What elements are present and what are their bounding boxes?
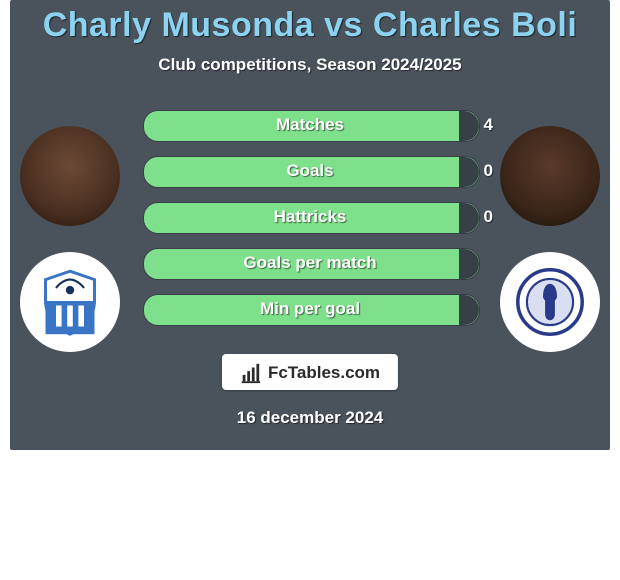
stat-pill-fill-right	[459, 111, 479, 141]
stat-pill-fill-right	[459, 157, 479, 187]
bar-chart-icon	[240, 362, 262, 384]
stat-row-hattricks: Hattricks 0	[143, 202, 478, 232]
stat-pill-fill-right	[459, 295, 479, 325]
subtitle: Club competitions, Season 2024/2025	[10, 55, 610, 75]
stat-pill-fill-right	[459, 249, 479, 279]
stat-pill	[143, 156, 480, 188]
stat-row-goals-per-match: Goals per match	[143, 248, 478, 278]
page-title: Charly Musonda vs Charles Boli	[10, 6, 610, 45]
stat-right-value: 0	[484, 202, 524, 232]
stat-row-matches: Matches 4	[143, 110, 478, 140]
stats-area: Matches 4 Goals 0 Hattricks 0 Goals per …	[10, 110, 610, 340]
stat-row-goals: Goals 0	[143, 156, 478, 186]
stat-row-min-per-goal: Min per goal	[143, 294, 478, 324]
site-badge[interactable]: FcTables.com	[222, 354, 398, 390]
site-name: FcTables.com	[268, 363, 380, 383]
stat-pill	[143, 110, 480, 142]
stat-right-value: 0	[484, 156, 524, 186]
stat-pill	[143, 294, 480, 326]
generated-date: 16 december 2024	[10, 408, 610, 428]
stat-pill-fill-right	[459, 203, 479, 233]
stat-pill	[143, 202, 480, 234]
comparison-card: Charly Musonda vs Charles Boli Club comp…	[10, 0, 610, 450]
stat-pill	[143, 248, 480, 280]
stat-right-value: 4	[484, 110, 524, 140]
